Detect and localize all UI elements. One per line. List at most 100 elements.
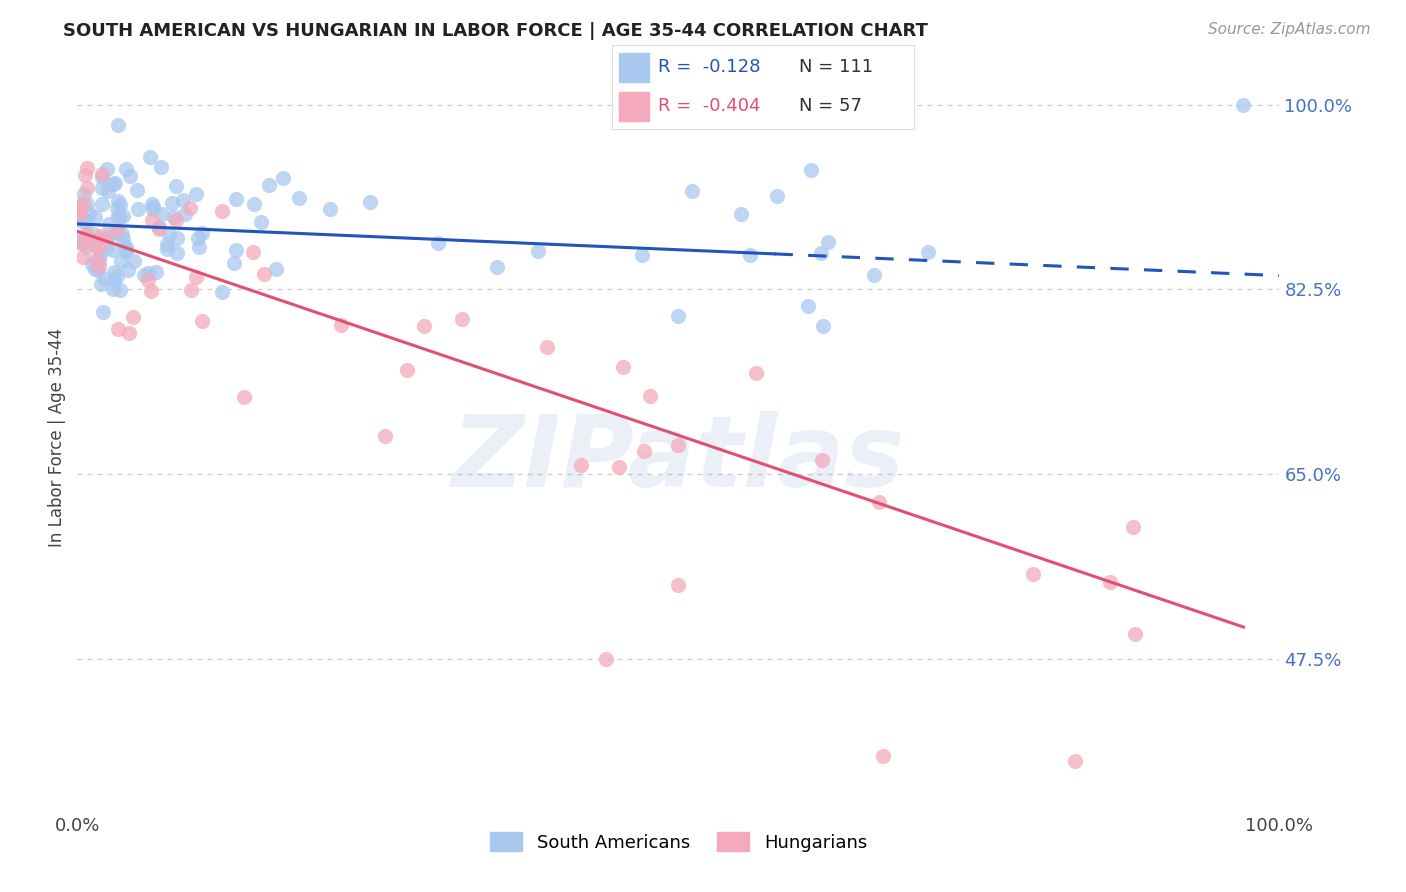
Point xyxy=(810,245,832,260)
Point xyxy=(115,244,138,259)
Point xyxy=(165,179,187,194)
Point xyxy=(76,197,98,211)
Point xyxy=(108,198,131,212)
Point xyxy=(184,186,207,201)
Point xyxy=(233,390,256,404)
Point xyxy=(76,240,98,254)
Point xyxy=(98,217,121,231)
Point xyxy=(112,209,135,223)
Point xyxy=(97,184,120,198)
Point xyxy=(1098,574,1121,589)
Point xyxy=(101,282,124,296)
Point xyxy=(318,202,340,216)
Point xyxy=(138,273,160,287)
Point xyxy=(374,429,396,443)
Point xyxy=(94,231,117,245)
Point xyxy=(90,196,112,211)
Point xyxy=(810,452,832,467)
Point xyxy=(872,748,894,763)
Point xyxy=(89,246,111,260)
Point xyxy=(76,161,98,176)
Point xyxy=(91,181,114,195)
Point xyxy=(186,269,208,284)
Point xyxy=(141,202,163,217)
Point xyxy=(211,203,233,218)
Point xyxy=(191,226,214,240)
Point xyxy=(157,227,180,242)
Point xyxy=(107,322,129,336)
Text: R =  -0.128: R = -0.128 xyxy=(658,59,761,77)
Legend: South Americans, Hungarians: South Americans, Hungarians xyxy=(482,825,875,859)
Point xyxy=(797,299,820,313)
Point xyxy=(79,232,101,246)
Point xyxy=(1122,520,1144,534)
Point xyxy=(125,183,148,197)
Point xyxy=(595,651,617,665)
Point xyxy=(569,458,592,472)
Point xyxy=(740,248,762,262)
Point xyxy=(188,240,211,254)
Point xyxy=(426,236,449,251)
Text: R =  -0.404: R = -0.404 xyxy=(658,96,761,114)
Point xyxy=(105,226,128,240)
Point xyxy=(800,163,823,178)
Point xyxy=(132,268,155,282)
Point xyxy=(638,389,661,403)
Text: N = 111: N = 111 xyxy=(799,59,873,77)
Point xyxy=(122,310,145,324)
Point xyxy=(87,253,110,268)
Point xyxy=(115,240,138,254)
Point xyxy=(70,236,93,251)
Bar xyxy=(619,92,650,120)
Point xyxy=(412,318,434,333)
Point xyxy=(744,366,766,380)
Point xyxy=(115,161,138,176)
Point xyxy=(1021,567,1043,582)
Point xyxy=(108,210,131,224)
Point xyxy=(82,257,104,271)
Point xyxy=(633,443,655,458)
Point xyxy=(69,202,91,216)
Point xyxy=(107,194,129,208)
Point xyxy=(82,238,104,252)
Point xyxy=(250,215,273,229)
Point xyxy=(104,176,127,190)
Point xyxy=(84,262,107,277)
Point xyxy=(222,256,245,270)
Point xyxy=(174,207,197,221)
Bar xyxy=(619,54,650,82)
Text: Source: ZipAtlas.com: Source: ZipAtlas.com xyxy=(1208,22,1371,37)
Point xyxy=(76,181,98,195)
Point xyxy=(87,260,110,274)
Point xyxy=(160,196,183,211)
Point xyxy=(107,209,129,223)
Point xyxy=(97,230,120,244)
Point xyxy=(141,196,163,211)
Point xyxy=(141,213,163,227)
Point xyxy=(190,313,212,327)
Point xyxy=(869,495,891,509)
Point xyxy=(94,241,117,255)
Point xyxy=(72,250,94,264)
Point xyxy=(166,231,188,245)
Point xyxy=(486,260,509,274)
Point xyxy=(1232,97,1254,112)
Point xyxy=(917,244,939,259)
Point xyxy=(82,227,104,242)
Point xyxy=(766,189,789,203)
Point xyxy=(681,184,703,198)
Point xyxy=(91,304,114,318)
Point xyxy=(668,578,690,592)
Point xyxy=(150,206,173,220)
Point xyxy=(179,202,201,216)
Point xyxy=(225,244,247,258)
Point xyxy=(75,227,97,242)
Point xyxy=(76,213,98,227)
Point xyxy=(288,191,311,205)
Point xyxy=(730,207,752,221)
Point xyxy=(211,285,233,299)
Text: ZIPatlas: ZIPatlas xyxy=(451,411,905,508)
Point xyxy=(94,272,117,286)
Point xyxy=(105,269,128,284)
Point xyxy=(1064,754,1087,768)
